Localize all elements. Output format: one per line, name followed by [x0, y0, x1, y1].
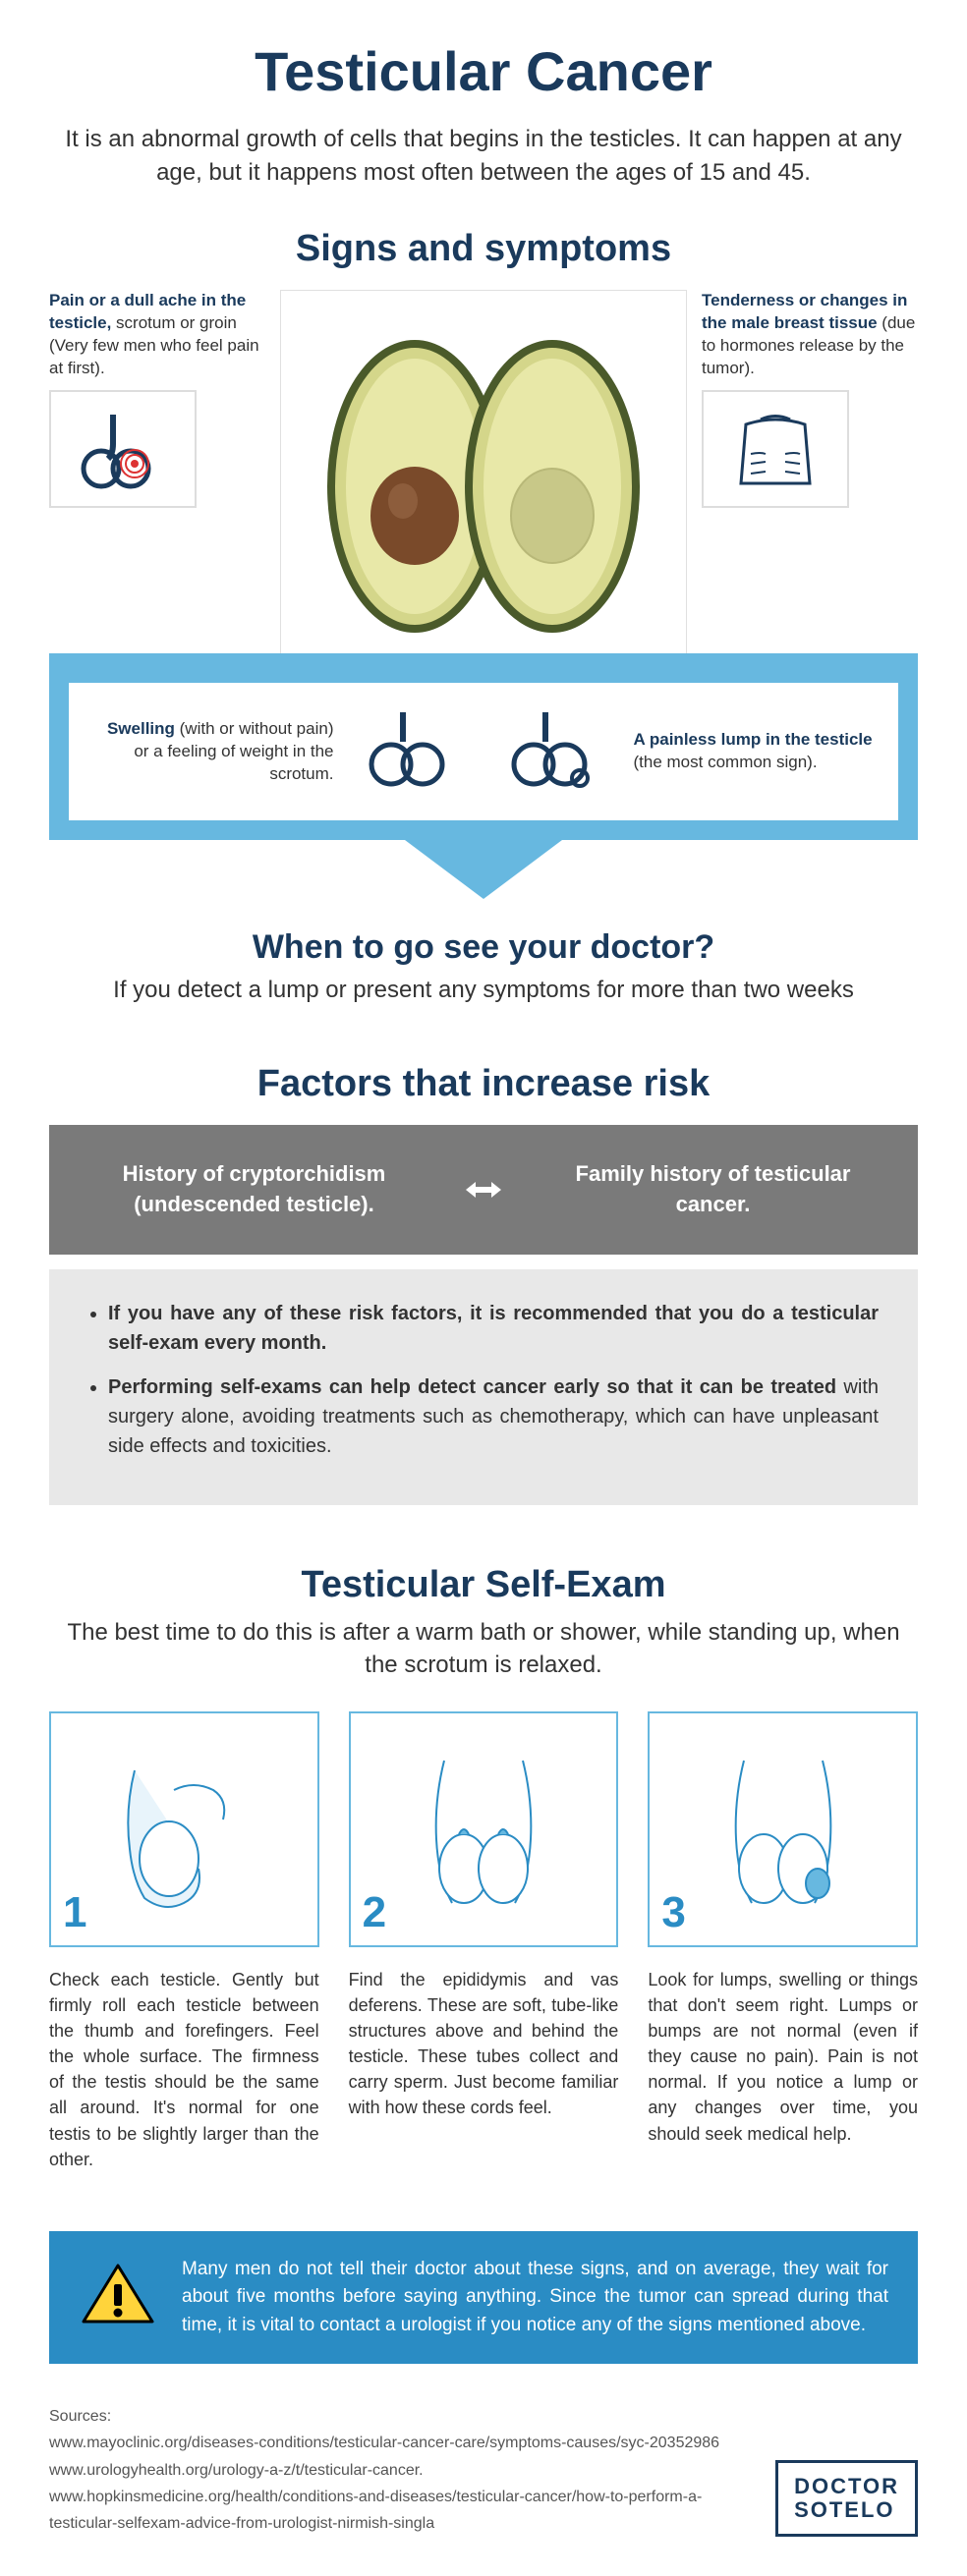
risk-box-1: History of cryptorchidism (undescended t…	[49, 1125, 459, 1255]
sources-label: Sources:	[49, 2403, 746, 2430]
risk-heading: Factors that increase risk	[49, 1063, 918, 1105]
sign-top-left: Pain or a dull ache in the testicle, scr…	[49, 290, 265, 508]
risk-bullet-1: If you have any of these risk factors, i…	[108, 1299, 879, 1358]
blue-arrow-section: Swelling (with or without pain) or a fee…	[49, 653, 918, 840]
scrotum-pain-icon	[49, 390, 197, 508]
sign-top-right: Tenderness or changes in the male breast…	[702, 290, 918, 508]
source-2: www.urologyhealth.org/urology-a-z/t/test…	[49, 2457, 746, 2484]
avocado-illustration	[280, 290, 687, 663]
lump-icon	[491, 702, 609, 801]
arrow-down-icon	[405, 840, 562, 899]
step-2-illustration: 2	[349, 1711, 619, 1947]
signs-heading: Signs and symptoms	[49, 228, 918, 270]
sign-bottom-left: Swelling (with or without pain) or a fee…	[88, 718, 334, 786]
selfexam-heading: Testicular Self-Exam	[49, 1564, 918, 1606]
selfexam-sub: The best time to do this is after a warm…	[49, 1616, 918, 1682]
sources-section: Sources: www.mayoclinic.org/diseases-con…	[0, 2383, 967, 2576]
step-3-text: Look for lumps, swelling or things that …	[648, 1967, 918, 2147]
warning-text: Many men do not tell their doctor about …	[182, 2256, 888, 2340]
step-2-text: Find the epididymis and vas deferens. Th…	[349, 1967, 619, 2121]
warning-box: Many men do not tell their doctor about …	[49, 2231, 918, 2365]
selfexam-section: Testicular Self-Exam The best time to do…	[0, 1525, 967, 2212]
steps-grid: 1 Check each testicle. Gently but firmly…	[49, 1711, 918, 2172]
swelling-icon	[349, 702, 467, 801]
step-1-illustration: 1	[49, 1711, 319, 1947]
doctor-text: If you detect a lump or present any symp…	[59, 977, 908, 1004]
step-2: 2 Find the epididymis and vas deferens. …	[349, 1711, 619, 2172]
infographic-container: Testicular Cancer It is an abnormal grow…	[0, 0, 967, 2576]
sign-bottom-right: A painless lump in the testicle (the mos…	[634, 729, 880, 774]
risk-box-2: Family history of testicular cancer.	[508, 1125, 918, 1255]
bidirectional-arrow-icon	[459, 1178, 508, 1202]
page-subtitle: It is an abnormal growth of cells that b…	[59, 123, 908, 189]
doctor-section: When to go see your doctor? If you detec…	[0, 899, 967, 1043]
header: Testicular Cancer It is an abnormal grow…	[0, 0, 967, 208]
page-title: Testicular Cancer	[59, 39, 908, 103]
step-3: 3 Look for lumps, swelling or things tha…	[648, 1711, 918, 2172]
step-1: 1 Check each testicle. Gently but firmly…	[49, 1711, 319, 2172]
step-1-text: Check each testicle. Gently but firmly r…	[49, 1967, 319, 2172]
risk-bullets: If you have any of these risk factors, i…	[49, 1269, 918, 1505]
source-3: www.hopkinsmedicine.org/health/condition…	[49, 2484, 746, 2537]
signs-section: Signs and symptoms Pain or a dull ache i…	[0, 208, 967, 663]
warning-icon	[79, 2261, 157, 2334]
step-3-illustration: 3	[648, 1711, 918, 1947]
risk-section: Factors that increase risk History of cr…	[0, 1043, 967, 1525]
doctor-heading: When to go see your doctor?	[59, 928, 908, 967]
doctor-sotelo-logo: DOCTOR SOTELO	[775, 2460, 918, 2537]
risk-bullet-2: Performing self-exams can help detect ca…	[108, 1372, 879, 1461]
source-1: www.mayoclinic.org/diseases-conditions/t…	[49, 2430, 746, 2456]
chest-icon	[702, 390, 849, 508]
